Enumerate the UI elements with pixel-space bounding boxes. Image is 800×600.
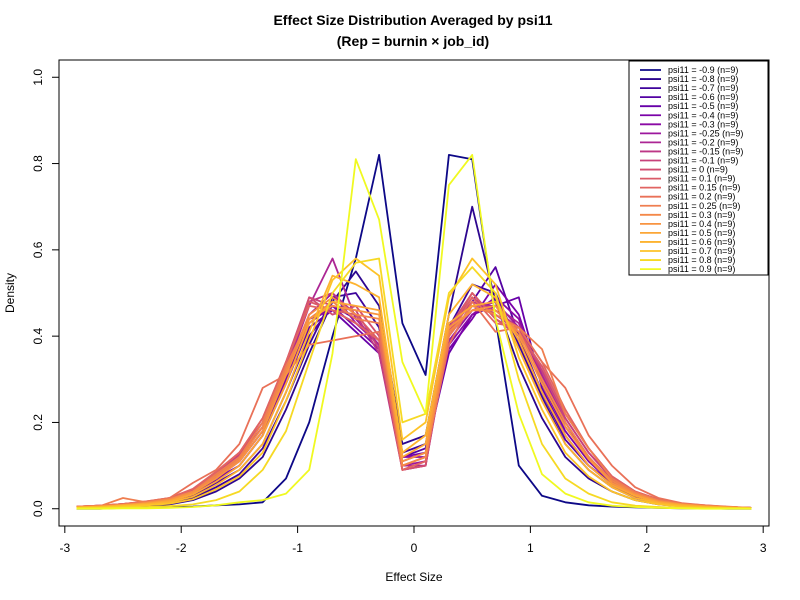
legend-label: psi11 = 0.7 (n=9)	[668, 246, 735, 256]
y-axis-label: Density	[3, 273, 17, 313]
y-tick-label: 0.6	[31, 241, 45, 258]
series-line	[76, 274, 752, 510]
x-axis: -3 -2 -1 0 1 2 3	[59, 526, 767, 555]
legend-label: psi11 = -0.1 (n=9)	[668, 156, 738, 166]
legend-label: psi11 = 0.15 (n=9)	[668, 183, 740, 193]
y-tick-label: 1.0	[31, 69, 45, 86]
legend-label: psi11 = -0.3 (n=9)	[668, 119, 738, 129]
legend-label: psi11 = -0.8 (n=9)	[668, 74, 738, 84]
series-line	[76, 300, 752, 510]
legend-label: psi11 = 0.1 (n=9)	[668, 174, 735, 184]
legend-label: psi11 = 0 (n=9)	[668, 165, 728, 175]
x-tick-label: 1	[527, 541, 534, 555]
legend-label: psi11 = 0.9 (n=9)	[668, 264, 735, 274]
legend-label: psi11 = 0.3 (n=9)	[668, 210, 735, 220]
legend-label: psi11 = -0.25 (n=9)	[668, 128, 743, 138]
y-axis: 0.0 0.2 0.4 0.6 0.8 1.0	[31, 69, 59, 517]
y-tick-label: 0.4	[31, 327, 45, 344]
x-tick-label: -3	[59, 541, 70, 555]
y-tick-label: 0.0	[31, 500, 45, 517]
legend-label: psi11 = 0.6 (n=9)	[668, 237, 735, 247]
x-tick-label: 3	[760, 541, 767, 555]
legend: psi11 = -0.9 (n=9)psi11 = -0.8 (n=9)psi1…	[628, 60, 769, 276]
legend-label: psi11 = -0.2 (n=9)	[668, 137, 738, 147]
legend-label: psi11 = 0.2 (n=9)	[668, 192, 735, 202]
chart-subtitle: (Rep = burnin × job_id)	[337, 33, 489, 49]
x-tick-label: -1	[292, 541, 303, 555]
x-tick-label: -2	[176, 541, 187, 555]
legend-label: psi11 = -0.4 (n=9)	[668, 110, 738, 120]
legend-label: psi11 = -0.15 (n=9)	[668, 146, 743, 156]
legend-label: psi11 = -0.6 (n=9)	[668, 92, 738, 102]
x-tick-label: 2	[643, 541, 650, 555]
legend-label: psi11 = 0.25 (n=9)	[668, 201, 740, 211]
legend-label: psi11 = -0.9 (n=9)	[668, 65, 738, 75]
legend-label: psi11 = 0.4 (n=9)	[668, 219, 735, 229]
y-tick-label: 0.8	[31, 155, 45, 172]
series-line	[76, 304, 752, 509]
legend-label: psi11 = -0.7 (n=9)	[668, 83, 738, 93]
chart-title: Effect Size Distribution Averaged by psi…	[273, 12, 552, 28]
series-line	[76, 257, 752, 510]
legend-label: psi11 = 0.8 (n=9)	[668, 255, 735, 265]
y-tick-label: 0.2	[31, 414, 45, 431]
legend-label: psi11 = 0.5 (n=9)	[668, 228, 735, 238]
legend-label: psi11 = -0.5 (n=9)	[668, 101, 738, 111]
x-tick-label: 0	[411, 541, 418, 555]
x-axis-label: Effect Size	[385, 570, 442, 584]
series-line	[76, 153, 752, 510]
series-line	[76, 257, 752, 510]
series-lines	[76, 153, 752, 510]
